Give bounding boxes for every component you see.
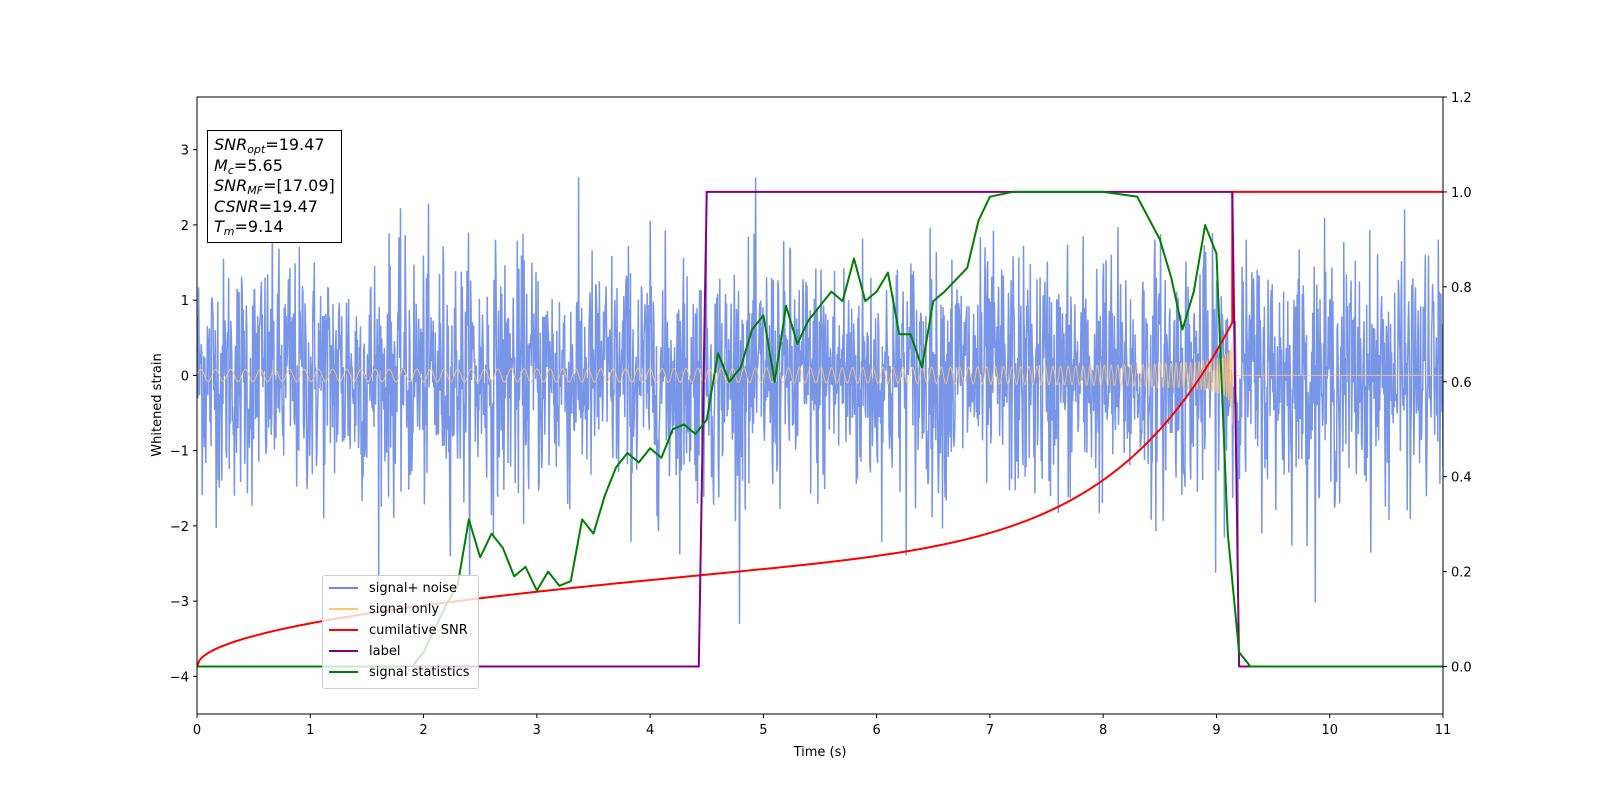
x-tick-label: 4 xyxy=(646,723,654,738)
legend-swatch xyxy=(329,608,358,610)
tm-row: Tm=9.14 xyxy=(214,217,284,238)
legend: signal+ noise signal only cumilative SNR… xyxy=(322,575,479,689)
y2-tick-label: 1.2 xyxy=(1451,91,1472,106)
legend-item-cumulative-snr: cumilative SNR xyxy=(329,620,468,640)
legend-swatch xyxy=(329,650,358,652)
y-tick-label: −3 xyxy=(170,595,189,610)
legend-swatch xyxy=(329,587,358,589)
x-tick-label: 1 xyxy=(306,723,314,738)
y-tick-label: −2 xyxy=(170,520,189,535)
x-tick-label: 0 xyxy=(193,723,201,738)
y2-tick-label: 0.0 xyxy=(1451,661,1472,676)
legend-item-label: label xyxy=(329,641,400,661)
y2-tick-label: 0.4 xyxy=(1451,471,1472,486)
y-tick-label: 0 xyxy=(181,369,189,384)
y-tick-label: 2 xyxy=(181,219,189,234)
y2-tick-label: 0.2 xyxy=(1451,566,1472,581)
x-tick-label: 10 xyxy=(1321,723,1338,738)
x-tick-label: 7 xyxy=(986,723,994,738)
info-box: SNRopt=19.47 Mc=5.65 SNRMF=[17.09] CSNR=… xyxy=(207,130,342,243)
x-tick-label: 11 xyxy=(1435,723,1452,738)
x-axis-label: Time (s) xyxy=(793,745,847,760)
legend-item-signal-statistics: signal statistics xyxy=(329,662,470,682)
legend-item-signal-noise: signal+ noise xyxy=(329,578,457,598)
x-tick-label: 8 xyxy=(1099,723,1107,738)
y2-tick-label: 0.6 xyxy=(1451,376,1472,391)
mc-row: Mc=5.65 xyxy=(214,155,283,177)
x-tick-label: 2 xyxy=(419,723,427,738)
y-tick-label: −1 xyxy=(170,445,189,460)
snr-opt-row: SNRopt=19.47 xyxy=(214,135,325,156)
series-line-4 xyxy=(197,190,1443,668)
y-tick-label: −4 xyxy=(170,670,189,685)
y-tick-label: 1 xyxy=(181,294,189,309)
y2-tick-label: 1.0 xyxy=(1451,186,1472,201)
legend-item-signal-only: signal only xyxy=(329,599,439,619)
legend-swatch xyxy=(329,671,358,673)
snr-mf-row: SNRMF=[17.09] xyxy=(214,176,335,197)
y-axis-label: Whitened strain xyxy=(150,353,165,456)
plot-frame xyxy=(196,96,1444,715)
x-tick-label: 6 xyxy=(872,723,880,738)
x-tick-label: 3 xyxy=(533,723,541,738)
csnr-row: CSNR=19.47 xyxy=(214,196,318,216)
y-tick-label: 3 xyxy=(181,144,189,159)
series-line-0 xyxy=(197,176,1443,624)
ticks-layer: 0 1 2 3 4 5 6 7 8 9 10 113210−1−2−3−41.21.00.80.60.… xyxy=(170,91,1472,738)
x-tick-label: 9 xyxy=(1212,723,1220,738)
x-tick-label: 5 xyxy=(759,723,767,738)
y2-tick-label: 0.8 xyxy=(1451,281,1472,296)
legend-swatch xyxy=(329,629,358,631)
